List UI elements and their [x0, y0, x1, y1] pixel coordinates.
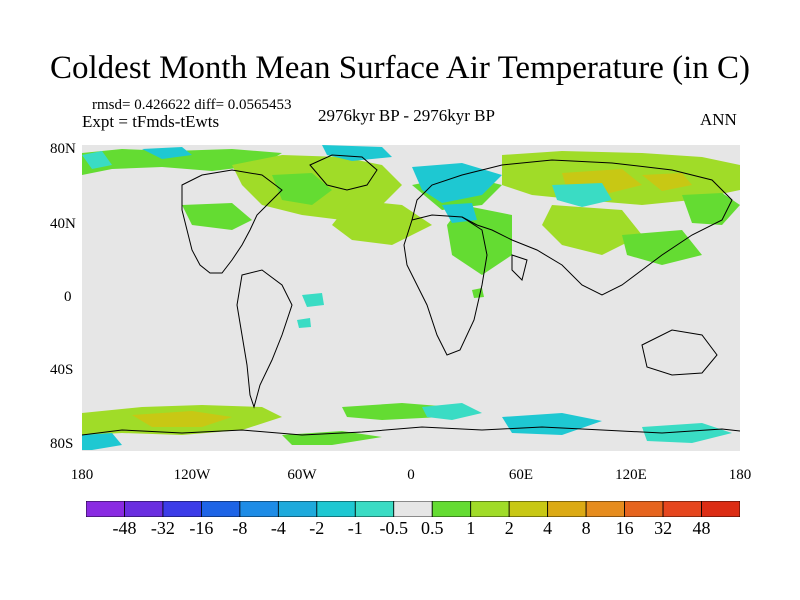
- lon-label-120w: 120W: [173, 467, 211, 483]
- colorbar-label: -2: [309, 518, 325, 538]
- colorbar-box-5: [277, 501, 318, 517]
- season-label: ANN: [700, 110, 737, 129]
- lat-label-40s: 40S: [50, 362, 74, 378]
- colorbar-label: 1: [466, 518, 476, 538]
- colorbar-box-11: [508, 501, 549, 517]
- colorbar: [86, 501, 740, 517]
- colorbar-box-13: [585, 501, 625, 517]
- world-map-panel: [82, 145, 740, 451]
- colorbar-box-16: [701, 501, 740, 517]
- colorbar-label: 0.5: [420, 518, 444, 538]
- map-title: Coldest Month Mean Surface Air Temperatu…: [50, 50, 750, 86]
- colorbar-box-14: [624, 501, 664, 517]
- coastlines: [82, 154, 740, 436]
- colorbar-box-7: [354, 501, 395, 517]
- colorbar-box-1: [124, 501, 164, 517]
- colorbar-label: 16: [615, 518, 634, 538]
- colorbar-label: 32: [654, 518, 673, 538]
- colorbar-label: 48: [692, 518, 711, 538]
- colorbar-box-2: [162, 501, 202, 517]
- temperature-anomaly-patches: [82, 145, 740, 450]
- colorbar-box-6: [316, 501, 356, 517]
- colorbar-box-15: [662, 501, 702, 517]
- colorbar-box-8: [393, 501, 433, 517]
- lat-label-eq: 0: [64, 289, 72, 305]
- lat-label-40n: 40N: [50, 216, 76, 232]
- colorbar-box-3: [201, 501, 241, 517]
- colorbar-label: 8: [581, 518, 591, 538]
- period-label: 2976kyr BP - 2976kyr BP: [318, 106, 495, 125]
- colorbar-label: -0.5: [379, 518, 409, 538]
- lon-label-60e: 60E: [508, 467, 534, 483]
- lat-label-80s: 80S: [50, 436, 74, 452]
- colorbar-box-10: [470, 501, 510, 517]
- colorbar-label: -32: [150, 518, 175, 538]
- colorbar-box-12: [547, 501, 587, 517]
- lat-label-80n: 80N: [50, 141, 76, 157]
- lon-label-60w: 60W: [287, 467, 317, 483]
- lon-label-180w: 180: [70, 467, 94, 483]
- rmsd-diff-stats: rmsd= 0.426622 diff= 0.0565453: [92, 97, 292, 113]
- colorbar-label: -4: [270, 518, 286, 538]
- colorbar-label: -1: [347, 518, 363, 538]
- lon-label-180e: 180: [728, 467, 752, 483]
- colorbar-box-4: [239, 501, 279, 517]
- experiment-label: Expt = tFmds-tEwts: [82, 112, 220, 131]
- lon-label-0: 0: [407, 467, 415, 483]
- colorbar-label: -8: [232, 518, 248, 538]
- colorbar-label: 4: [543, 518, 553, 538]
- colorbar-label: -48: [112, 518, 137, 538]
- colorbar-box-0: [86, 501, 125, 517]
- colorbar-label: -16: [189, 518, 214, 538]
- lon-label-120e: 120E: [615, 467, 647, 483]
- colorbar-label: 2: [504, 518, 514, 538]
- colorbar-box-9: [431, 501, 472, 517]
